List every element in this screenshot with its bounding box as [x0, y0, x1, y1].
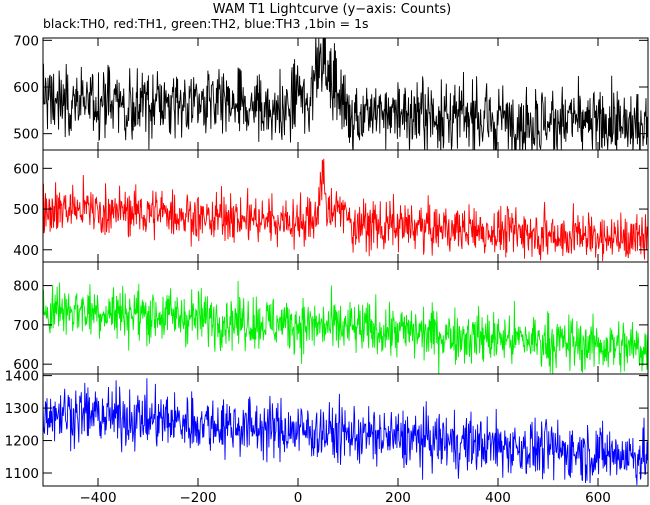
x-tick-label: 400 [485, 490, 511, 505]
y-tick-label: 1200 [5, 434, 39, 450]
y-tick-label: 1400 [5, 369, 39, 385]
x-tick-label: 600 [585, 490, 611, 505]
y-tick-label: 500 [13, 127, 39, 143]
chart-subtitle: black:TH0, red:TH1, green:TH2, blue:TH3 … [43, 16, 369, 31]
panels: 5006007004005006006007008001100120013001… [5, 33, 649, 505]
panel-frame [42, 373, 649, 487]
series-line-TH0 [43, 38, 648, 150]
y-tick-label: 700 [13, 318, 39, 334]
panel-TH1: 400 500 600 [13, 149, 649, 263]
series-line-TH3 [43, 378, 648, 486]
x-tick-label: −200 [179, 490, 216, 505]
y-tick-label: 600 [13, 161, 39, 177]
y-tick-label: 400 [13, 243, 39, 259]
series-line-TH1 [43, 158, 648, 262]
y-tick-label: 600 [13, 357, 39, 373]
y-tick-label: 1100 [5, 466, 39, 482]
panel-TH2: 600 700 800 [13, 261, 649, 375]
x-tick-label: −400 [79, 490, 116, 505]
y-tick-label: 700 [13, 33, 39, 49]
y-tick-label: 500 [13, 202, 39, 218]
panel-TH3: 1100 1200 1300 1400 −400 −200 0 200 400 600 [5, 369, 649, 505]
y-tick-label: 600 [13, 80, 39, 96]
x-tick-label: 0 [294, 490, 303, 505]
y-tick-label: 1300 [5, 401, 39, 417]
y-tick-label: 800 [13, 279, 39, 295]
chart-title: WAM T1 Lightcurve (y−axis: Counts) [213, 2, 451, 17]
series-line-TH2 [43, 280, 648, 374]
x-tick-label: 200 [385, 490, 411, 505]
